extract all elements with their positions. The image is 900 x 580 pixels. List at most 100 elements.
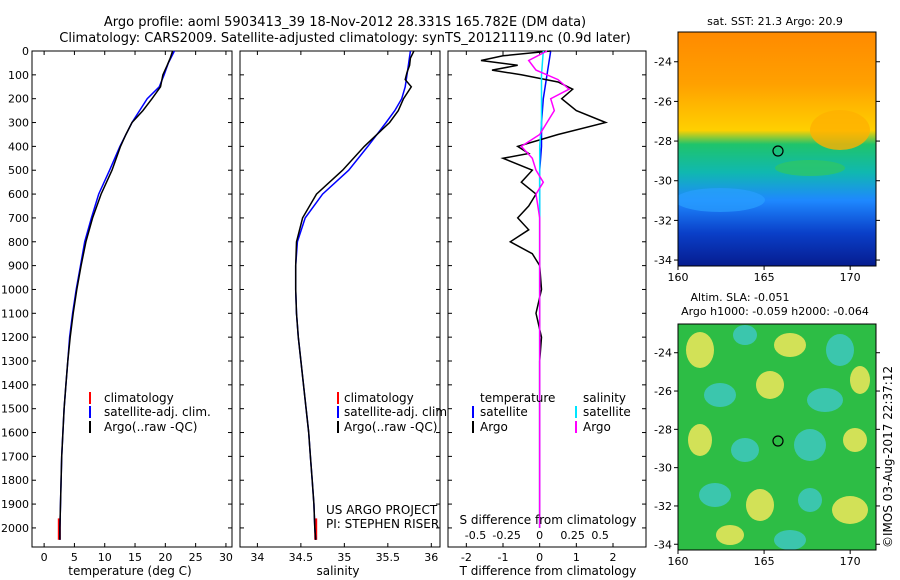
map-y-tick-label: -26 bbox=[654, 385, 672, 398]
depth-tick-label: 1700 bbox=[1, 450, 29, 463]
map-y-tick-label: -34 bbox=[654, 538, 672, 551]
legend-temp-argo-label: Argo bbox=[480, 420, 508, 434]
depth-tick-label: 1800 bbox=[1, 474, 29, 487]
map-y-tick-label: -32 bbox=[654, 214, 672, 227]
x-tick-label: 34.5 bbox=[289, 551, 314, 564]
sst-map-axes: 160 165 170 -24 -26 -28 -30 -32 -34 bbox=[654, 56, 880, 284]
sla-eddy bbox=[798, 488, 822, 512]
map-y-tick-label: -24 bbox=[654, 56, 672, 69]
sla-eddies bbox=[686, 325, 870, 550]
depth-tick-label: 1300 bbox=[1, 355, 29, 368]
sla-eddy bbox=[774, 333, 806, 357]
legend-sal-satellite-label: satellite bbox=[583, 405, 631, 419]
difference-panel: -2 -1 0 1 2 S difference from climatology -0… bbox=[447, 50, 647, 578]
sla-eddy bbox=[774, 530, 806, 550]
x-tick-label: 5 bbox=[71, 551, 78, 564]
t-difference-label: T difference from climatology bbox=[459, 564, 637, 578]
s-difference-tick-labels: -0.5 -0.25 0 0.25 0.5 bbox=[465, 529, 609, 542]
depth-tick-label: 800 bbox=[8, 236, 29, 249]
legend-climatology-label: climatology bbox=[104, 391, 174, 405]
map-y-tick-label: -30 bbox=[654, 462, 672, 475]
map-x-tick-label: 160 bbox=[668, 271, 689, 284]
x-tick-label: 25 bbox=[189, 551, 203, 564]
s-tick-label: -0.25 bbox=[492, 529, 520, 542]
sla-map-subtitle: Argo h1000: -0.059 h2000: -0.064 bbox=[681, 305, 869, 318]
map-x-tick-label: 170 bbox=[840, 555, 861, 568]
s-tick-label: 0 bbox=[536, 529, 543, 542]
sla-eddy bbox=[733, 325, 757, 345]
series-argo-raw-qc bbox=[59, 50, 174, 540]
sla-eddy bbox=[807, 388, 843, 412]
sst-map-panel: sat. SST: 21.3 Argo: 20.9 160 165 170 -24 -2… bbox=[654, 15, 880, 284]
sla-eddy bbox=[686, 332, 714, 368]
s-tick-label: -0.5 bbox=[465, 529, 486, 542]
map-y-tick-label: -24 bbox=[654, 347, 672, 360]
salinity-legend: climatology satellite-adj. clim. Argo(..… bbox=[337, 391, 451, 434]
x-tick-label: 0 bbox=[536, 551, 543, 564]
sla-map-title: Altim. SLA: -0.051 bbox=[690, 291, 789, 304]
sst-map-title: sat. SST: 21.3 Argo: 20.9 bbox=[707, 15, 843, 28]
sla-eddy bbox=[731, 438, 759, 462]
difference-x-axis: -2 -1 0 1 2 bbox=[461, 51, 617, 564]
project-credit-line-2: PI: STEPHEN RISER bbox=[326, 517, 439, 531]
map-x-tick-label: 170 bbox=[840, 271, 861, 284]
sla-eddy bbox=[843, 428, 867, 452]
s-tick-label: 0.5 bbox=[591, 529, 609, 542]
map-y-tick-label: -34 bbox=[654, 254, 672, 267]
map-y-tick-label: -32 bbox=[654, 500, 672, 513]
difference-y-ticks bbox=[448, 50, 646, 529]
x-tick-label: 15 bbox=[128, 551, 142, 564]
depth-tick-label: 1100 bbox=[1, 307, 29, 320]
salinity-y-ticks bbox=[240, 50, 440, 529]
salinity-axes-frame bbox=[239, 50, 441, 548]
project-credit-line-1: US ARGO PROJECT bbox=[326, 503, 438, 517]
temperature-x-axis: 0 5 10 15 20 25 30 bbox=[41, 51, 233, 564]
depth-tick-label: 1400 bbox=[1, 379, 29, 392]
sst-green-patch bbox=[775, 160, 845, 176]
legend-satellite-label: satellite-adj. clim. bbox=[104, 405, 211, 419]
sst-field bbox=[678, 32, 876, 266]
sla-argo-marker bbox=[772, 435, 784, 447]
depth-tick-label: 1200 bbox=[1, 331, 29, 344]
x-tick-label: -2 bbox=[461, 551, 472, 564]
sla-eddy bbox=[756, 371, 784, 399]
legend-satellite-label: satellite-adj. clim. bbox=[344, 405, 451, 419]
x-tick-label: 10 bbox=[98, 551, 112, 564]
sst-map-frame bbox=[677, 31, 877, 267]
map-x-tick-label: 165 bbox=[754, 271, 775, 284]
map-y-tick-label: -26 bbox=[654, 95, 672, 108]
depth-tick-label: 1000 bbox=[1, 283, 29, 296]
x-tick-label: 0 bbox=[41, 551, 48, 564]
series-temperature-argo bbox=[480, 50, 609, 528]
depth-axis: 0 100 200 300 400 500 600 700 800 900 1000 1100 1200… bbox=[1, 45, 232, 535]
x-tick-label: 36 bbox=[424, 551, 438, 564]
legend-climatology-label: climatology bbox=[344, 391, 414, 405]
sla-eddy bbox=[699, 483, 731, 507]
salinity-panel: 34 34.5 35 35.5 36 salinity climatology sate… bbox=[239, 50, 451, 578]
x-tick-label: -1 bbox=[498, 551, 509, 564]
temperature-axes-frame bbox=[31, 50, 233, 548]
depth-tick-label: 100 bbox=[8, 69, 29, 82]
depth-tick-label: 1500 bbox=[1, 403, 29, 416]
legend-temperature-title: temperature bbox=[480, 391, 555, 405]
temperature-series bbox=[57, 50, 176, 540]
legend-salinity-title: salinity bbox=[583, 391, 626, 405]
x-tick-label: 2 bbox=[610, 551, 617, 564]
sst-cool-patch bbox=[678, 188, 765, 212]
temperature-panel: 0100200300400500600700800900100011001200… bbox=[1, 45, 233, 578]
depth-tick-label: 500 bbox=[8, 164, 29, 177]
map-y-tick-label: -30 bbox=[654, 175, 672, 188]
sla-map-panel: Altim. SLA: -0.051 Argo h1000: -0.059 h2… bbox=[654, 291, 880, 568]
difference-axes-frame bbox=[447, 50, 647, 548]
temperature-axis-label: temperature (deg C) bbox=[68, 564, 191, 578]
sla-eddy bbox=[794, 429, 826, 461]
x-tick-label: 1 bbox=[573, 551, 580, 564]
figure-title-line-2: Climatology: CARS2009. Satellite-adjuste… bbox=[59, 31, 631, 46]
legend-sal-argo-label: Argo bbox=[583, 420, 611, 434]
x-tick-label: 20 bbox=[158, 551, 172, 564]
depth-tick-label: 400 bbox=[8, 140, 29, 153]
series-argo-raw-qc bbox=[294, 50, 415, 540]
depth-tick-label: 600 bbox=[8, 188, 29, 201]
sla-eddy bbox=[850, 366, 870, 394]
